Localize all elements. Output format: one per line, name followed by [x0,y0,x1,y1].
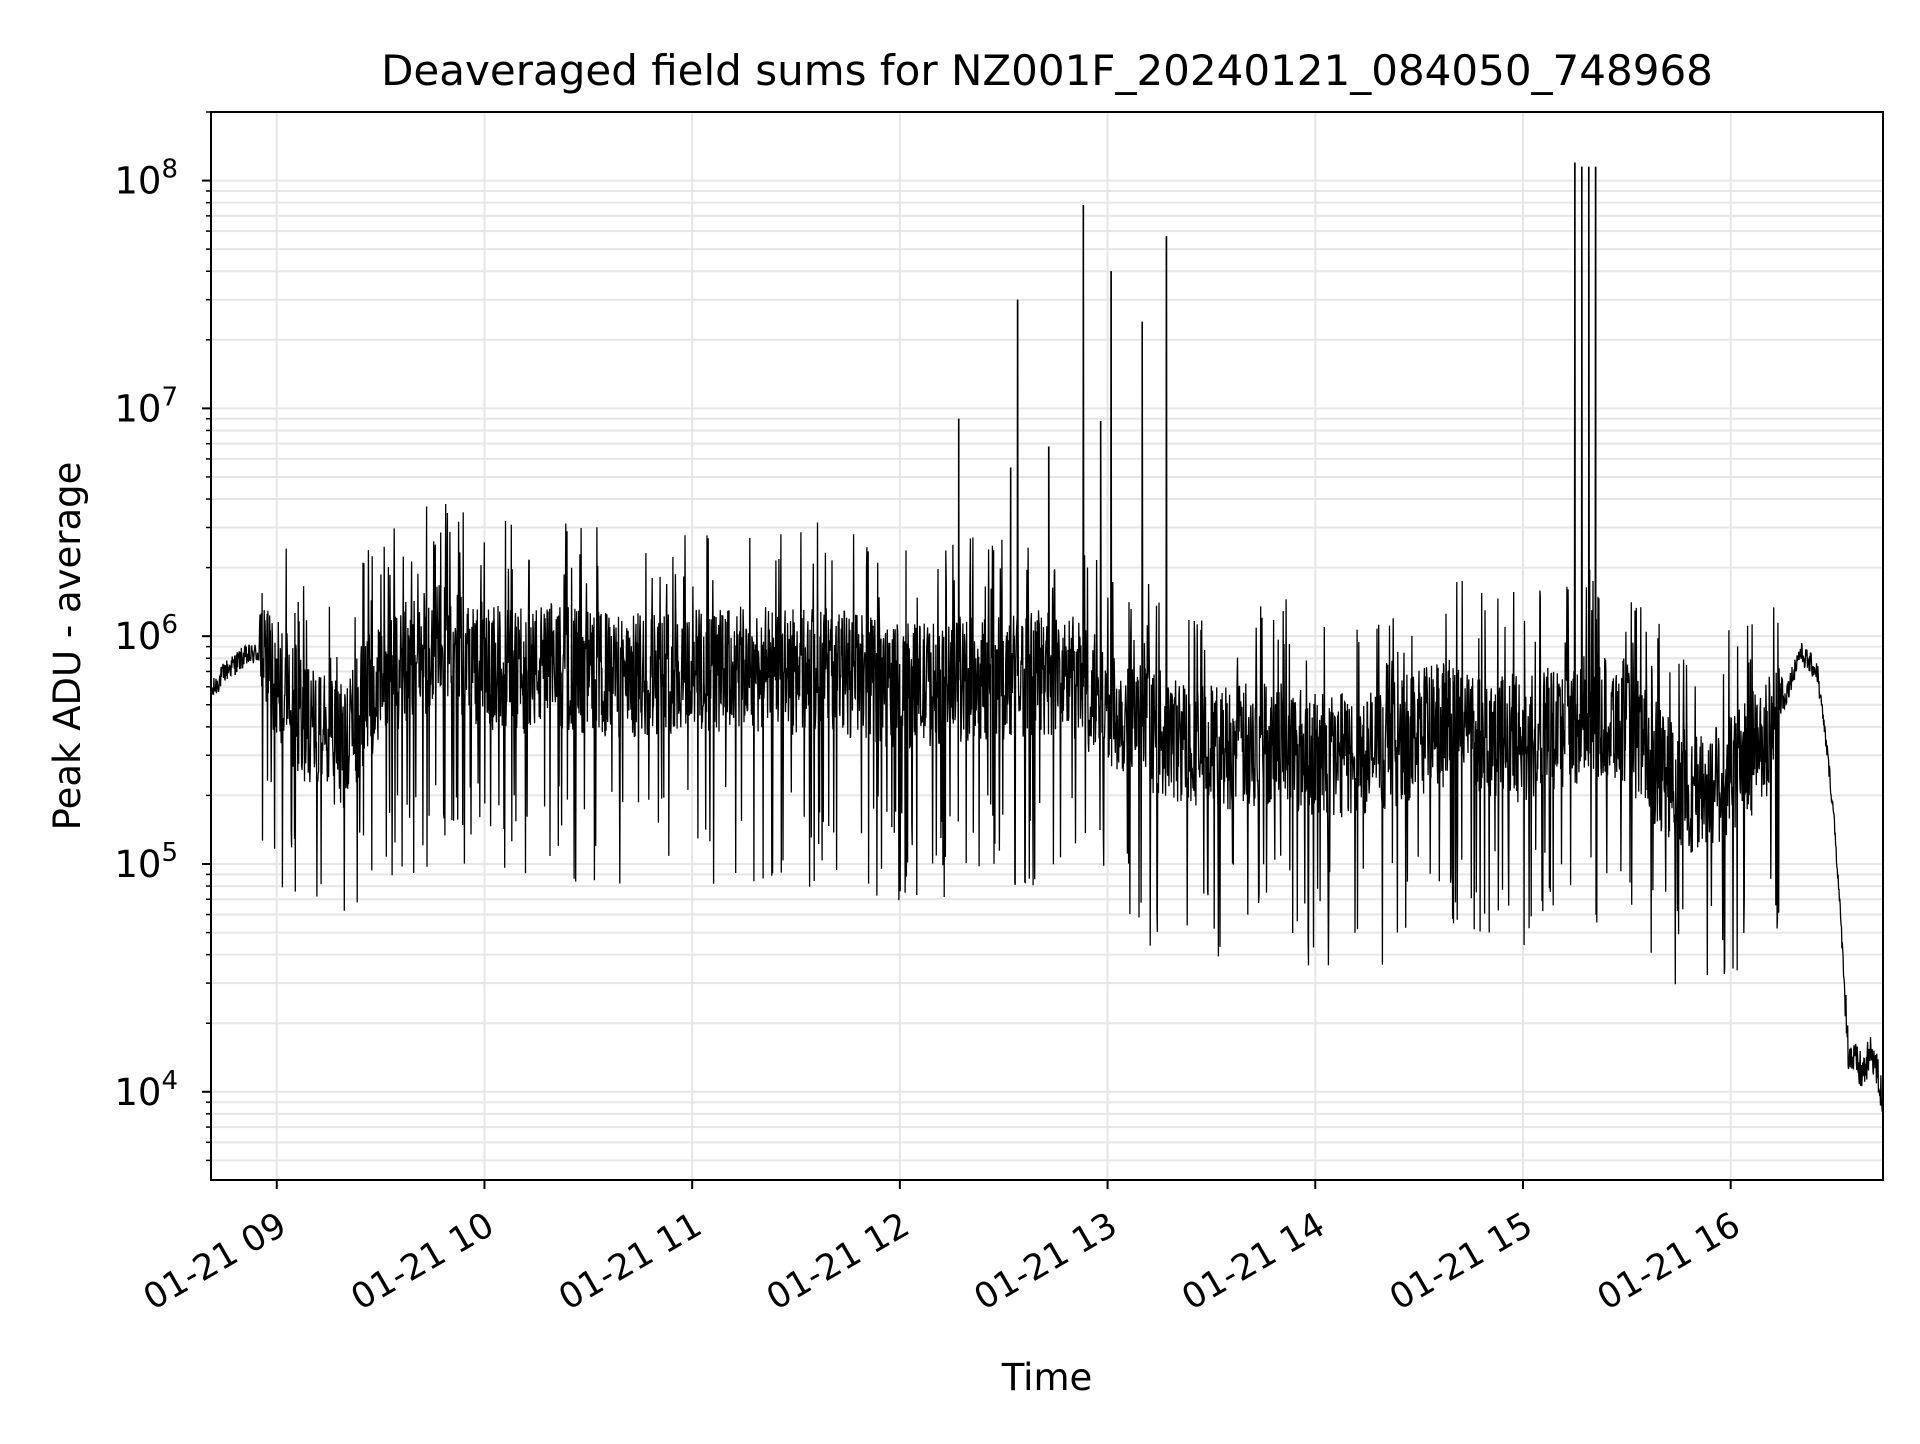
data-layer [210,162,1884,1112]
x-tick-label: 01-21 15 [1383,1205,1539,1318]
x-tick-label: 01-21 13 [968,1205,1124,1318]
y-tick-label: 104 [114,1066,178,1114]
x-tick-label: 01-21 14 [1175,1205,1331,1318]
y-tick-label: 105 [114,838,178,886]
x-axis-label: Time [1001,1356,1093,1399]
x-tick-label: 01-21 10 [345,1205,501,1318]
series-line [210,162,1884,1112]
x-tick-label: 01-21 11 [552,1205,708,1318]
y-tick-label: 106 [114,610,178,658]
chart-title: Deaveraged field sums for NZ001F_2024012… [381,46,1713,95]
x-tick-label: 01-21 12 [760,1205,916,1318]
y-tick-label: 107 [114,382,178,430]
y-tick-label: 108 [114,155,178,203]
y-axis-label: Peak ADU - average [46,462,89,831]
x-tick-label: 01-21 09 [137,1205,293,1318]
x-tick-label: 01-21 16 [1591,1205,1747,1318]
